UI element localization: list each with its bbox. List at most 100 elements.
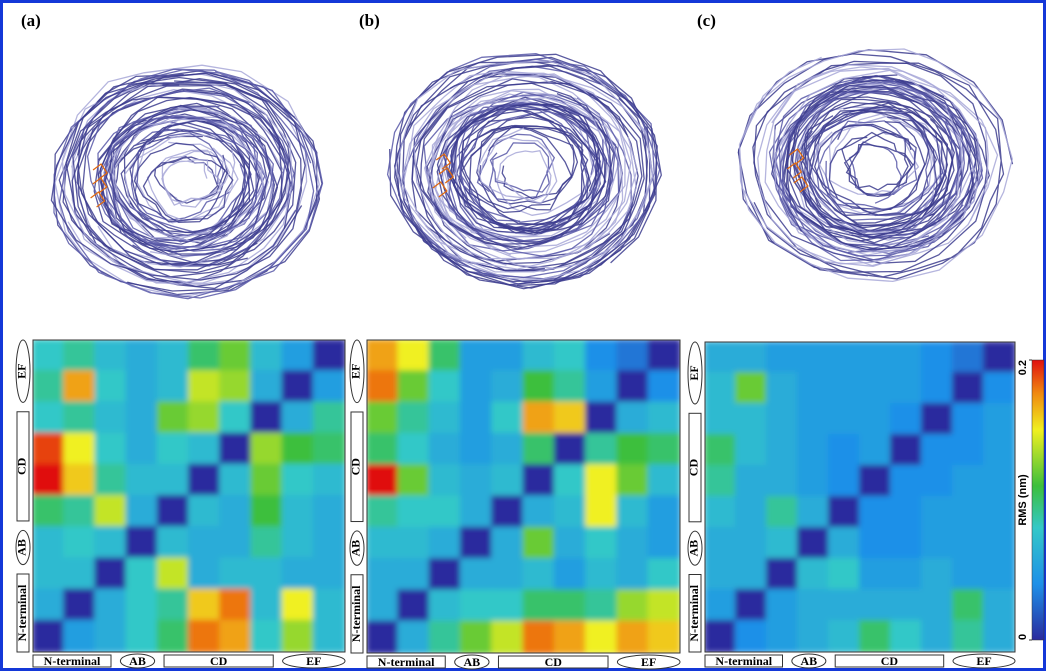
cell	[523, 339, 556, 372]
y-domain-label: AB	[15, 539, 29, 556]
x-domain-label: EF	[976, 654, 991, 668]
x-domain-label: CD	[210, 654, 228, 668]
cell	[63, 464, 96, 497]
cell	[188, 370, 221, 403]
cell	[282, 526, 315, 559]
cell	[828, 496, 861, 529]
cell	[983, 434, 1016, 467]
cell	[126, 526, 159, 559]
cell	[126, 620, 159, 653]
cell	[94, 339, 127, 372]
cell	[460, 621, 493, 654]
cell	[188, 339, 221, 372]
cell	[491, 496, 524, 529]
cell	[313, 589, 346, 622]
cell	[797, 434, 830, 467]
cell	[157, 464, 190, 497]
colorbar-tick-label: 0.2	[1017, 360, 1029, 375]
cell	[952, 372, 985, 405]
y-domain-label: EF	[349, 364, 363, 379]
cell	[429, 339, 462, 372]
cell	[126, 370, 159, 403]
cell	[523, 370, 556, 403]
cell	[491, 621, 524, 654]
cell	[491, 527, 524, 560]
cell	[983, 465, 1016, 498]
cells	[32, 339, 346, 653]
cell	[859, 434, 892, 467]
panel-label: (b)	[359, 11, 380, 30]
cell	[735, 372, 768, 405]
cell	[32, 557, 65, 590]
cell	[585, 402, 618, 435]
cell	[282, 495, 315, 528]
x-domain-label: N-terminal	[44, 654, 101, 668]
cell	[983, 620, 1016, 653]
cell	[429, 370, 462, 403]
cell	[921, 496, 954, 529]
cell	[890, 434, 923, 467]
cell	[366, 370, 399, 403]
cell	[126, 589, 159, 622]
cell	[616, 433, 649, 466]
x-domain-label: CD	[881, 654, 899, 668]
cell	[157, 526, 190, 559]
cell	[585, 558, 618, 591]
x-domain-label: AB	[801, 654, 818, 668]
colorbar-label: RMS (nm)	[1017, 474, 1029, 526]
cell	[859, 496, 892, 529]
cell	[554, 527, 587, 560]
cell	[983, 372, 1016, 405]
cell	[648, 370, 681, 403]
cell	[921, 403, 954, 436]
cell	[63, 526, 96, 559]
cell	[952, 403, 985, 436]
cell	[554, 370, 587, 403]
cell	[429, 464, 462, 497]
cell	[250, 433, 283, 466]
cell	[157, 495, 190, 528]
cell	[429, 496, 462, 529]
cell	[704, 465, 737, 498]
cell	[250, 401, 283, 434]
cell	[157, 557, 190, 590]
colorbar	[1032, 360, 1044, 640]
cell	[491, 433, 524, 466]
cell	[704, 496, 737, 529]
cell	[766, 620, 799, 653]
cell	[313, 433, 346, 466]
cell	[219, 433, 252, 466]
cell	[585, 464, 618, 497]
cell	[63, 620, 96, 653]
cell	[94, 495, 127, 528]
cell	[859, 620, 892, 653]
y-domain-label: CD	[349, 458, 363, 476]
cell	[32, 370, 65, 403]
cell	[704, 620, 737, 653]
cell	[313, 620, 346, 653]
cell	[766, 372, 799, 405]
cell	[460, 402, 493, 435]
cell	[126, 401, 159, 434]
cell	[32, 526, 65, 559]
cell	[648, 433, 681, 466]
cell	[523, 496, 556, 529]
cell	[313, 401, 346, 434]
cell	[952, 558, 985, 591]
x-domain-label: EF	[306, 654, 321, 668]
cell	[126, 464, 159, 497]
cell	[250, 339, 283, 372]
cell	[250, 495, 283, 528]
cell	[366, 621, 399, 654]
cell	[952, 589, 985, 622]
cell	[735, 527, 768, 560]
cell	[397, 433, 430, 466]
cell	[157, 339, 190, 372]
x-domain-label: AB	[129, 654, 146, 668]
cell	[32, 620, 65, 653]
cell	[890, 496, 923, 529]
x-domain-label: AB	[464, 655, 481, 669]
cell	[616, 527, 649, 560]
cell	[921, 558, 954, 591]
cell	[460, 464, 493, 497]
